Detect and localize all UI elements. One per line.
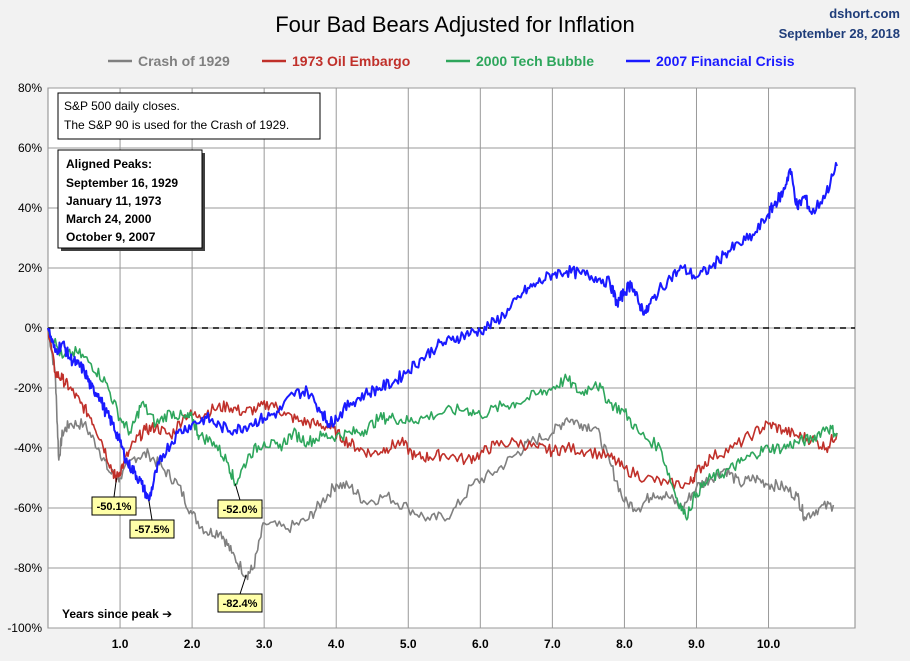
y-tick-label: -20% [14,381,42,395]
notes-box-frame [57,92,321,140]
x-tick-label: 7.0 [544,637,561,651]
callout-leader [234,483,241,501]
series-line [47,327,838,490]
callout-box [217,499,263,519]
legend-label: 2007 Financial Crisis [656,53,795,69]
callout-box [129,519,175,539]
legend-label: Crash of 1929 [138,53,230,69]
y-tick-label: 40% [18,201,42,215]
x-tick-label: 6.0 [472,637,489,651]
notes-line-2: The S&P 90 is used for the Crash of 1929… [64,118,289,132]
aligned-peak-date: September 16, 1929 [66,176,178,190]
series-line [47,161,838,502]
callouts: -50.1%-57.5% -52.0% -82.4% [91,478,263,613]
y-tick-label: -40% [14,441,42,455]
y-tick-label: -80% [14,561,42,575]
y-tick-label: 80% [18,81,42,95]
callout-label: -52.0% [223,504,258,516]
callout-leader [148,500,153,521]
x-tick-label: 9.0 [688,637,705,651]
aligned-peaks-box: Aligned Peaks: September 16, 1929 January… [57,149,205,251]
callout-box [91,496,137,516]
y-tick-label: -60% [14,501,42,515]
y-tick-label: 0% [25,321,43,335]
chart-title: Four Bad Bears Adjusted for Inflation [275,12,635,37]
aligned-peaks-frame [57,149,203,249]
legend-label: 2000 Tech Bubble [476,53,594,69]
callout-label: -50.1% [97,501,132,513]
notes-line-1: S&P 500 daily closes. [64,99,180,113]
legend: Crash of 1929 1973 Oil Embargo 2000 Tech B… [108,53,795,69]
callout-label: -57.5% [135,524,170,536]
callout-label: -82.4% [223,598,258,610]
series-line [47,327,838,521]
aligned-peaks-heading: Aligned Peaks: [66,157,152,171]
x-tick-label: 10.0 [757,637,781,651]
brand-label: dshort.com [829,6,900,21]
x-tick-label: 8.0 [616,637,633,651]
x-tick-label: 4.0 [328,637,345,651]
date-label: September 28, 2018 [779,26,900,41]
x-axis: 1.0 2.0 3.0 4.0 5.0 6.0 7.0 8.0 9.0 10.0 [112,637,781,651]
notes-box: S&P 500 daily closes. The S&P 90 is used… [57,92,321,140]
x-tick-label: 1.0 [112,637,129,651]
callout-leader [239,575,247,595]
y-axis: -100% -80% -60% -40% -20% 0% 20% 40% 60% 80% [7,81,42,635]
legend-label: 1973 Oil Embargo [292,53,410,69]
x-tick-label: 5.0 [400,637,417,651]
y-tick-label: -100% [7,621,42,635]
callout-box [217,593,263,613]
aligned-peak-date: January 11, 1973 [66,194,162,208]
aligned-peak-date: March 24, 2000 [66,212,152,226]
x-tick-label: 3.0 [256,637,273,651]
series-lines [47,161,838,581]
aligned-peak-date: October 9, 2007 [66,230,156,244]
x-tick-label: 2.0 [184,637,201,651]
grid [48,87,855,629]
y-tick-label: 60% [18,141,42,155]
aligned-peaks-list: September 16, 1929 January 11, 1973 March … [66,176,178,244]
x-axis-note: Years since peak ➔ [62,607,172,621]
callout-leader [113,478,117,498]
y-tick-label: 20% [18,261,42,275]
